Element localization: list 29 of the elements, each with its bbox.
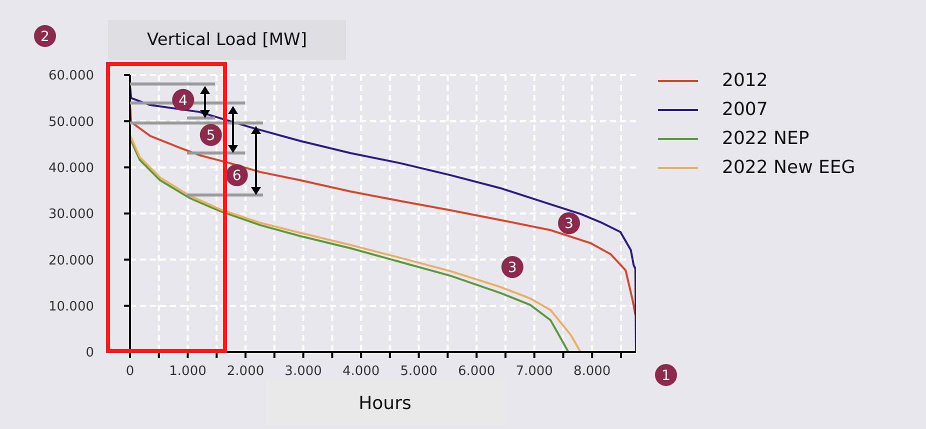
text: 1	[662, 368, 670, 384]
x-tick-label: 6.000	[458, 364, 496, 380]
x-tick-label: 8.000	[573, 364, 611, 380]
y-tick-label: 30.000	[48, 207, 94, 222]
y-tick-label: 20.000	[48, 253, 94, 268]
y-tick-label: 40.000	[48, 160, 94, 176]
x-tick-label: 5.000	[400, 364, 438, 380]
legend-label: 2022 New EEG	[722, 157, 856, 178]
text: 2	[40, 29, 50, 45]
x-tick-label: 7.000	[516, 364, 553, 380]
x-axis-title: Hours	[358, 392, 412, 414]
legend-label: 2007	[722, 99, 768, 120]
y-tick-label: 50.000	[48, 114, 94, 130]
legend-label: 2012	[722, 70, 768, 91]
x-tick-label: 0	[126, 364, 134, 380]
x-tick-label: 4.000	[342, 364, 380, 380]
y-tick-label: 60.000	[48, 68, 94, 84]
annotation: 5	[206, 128, 216, 144]
x-tick-label: 1.000	[169, 364, 206, 380]
y-tick-label: 0	[86, 346, 94, 361]
legend-label: 2022 NEP	[722, 128, 810, 149]
x-tick-label: 2.000	[226, 364, 264, 380]
y-axis-title: Vertical Load [MW]	[147, 30, 307, 50]
annotation: 3	[508, 260, 517, 276]
annotation: 6	[232, 168, 242, 184]
annotation: 4	[178, 92, 188, 109]
x-tick-label: 3.000	[284, 364, 322, 380]
annotation: 3	[564, 216, 574, 232]
y-tick-label: 10.000	[48, 299, 94, 314]
